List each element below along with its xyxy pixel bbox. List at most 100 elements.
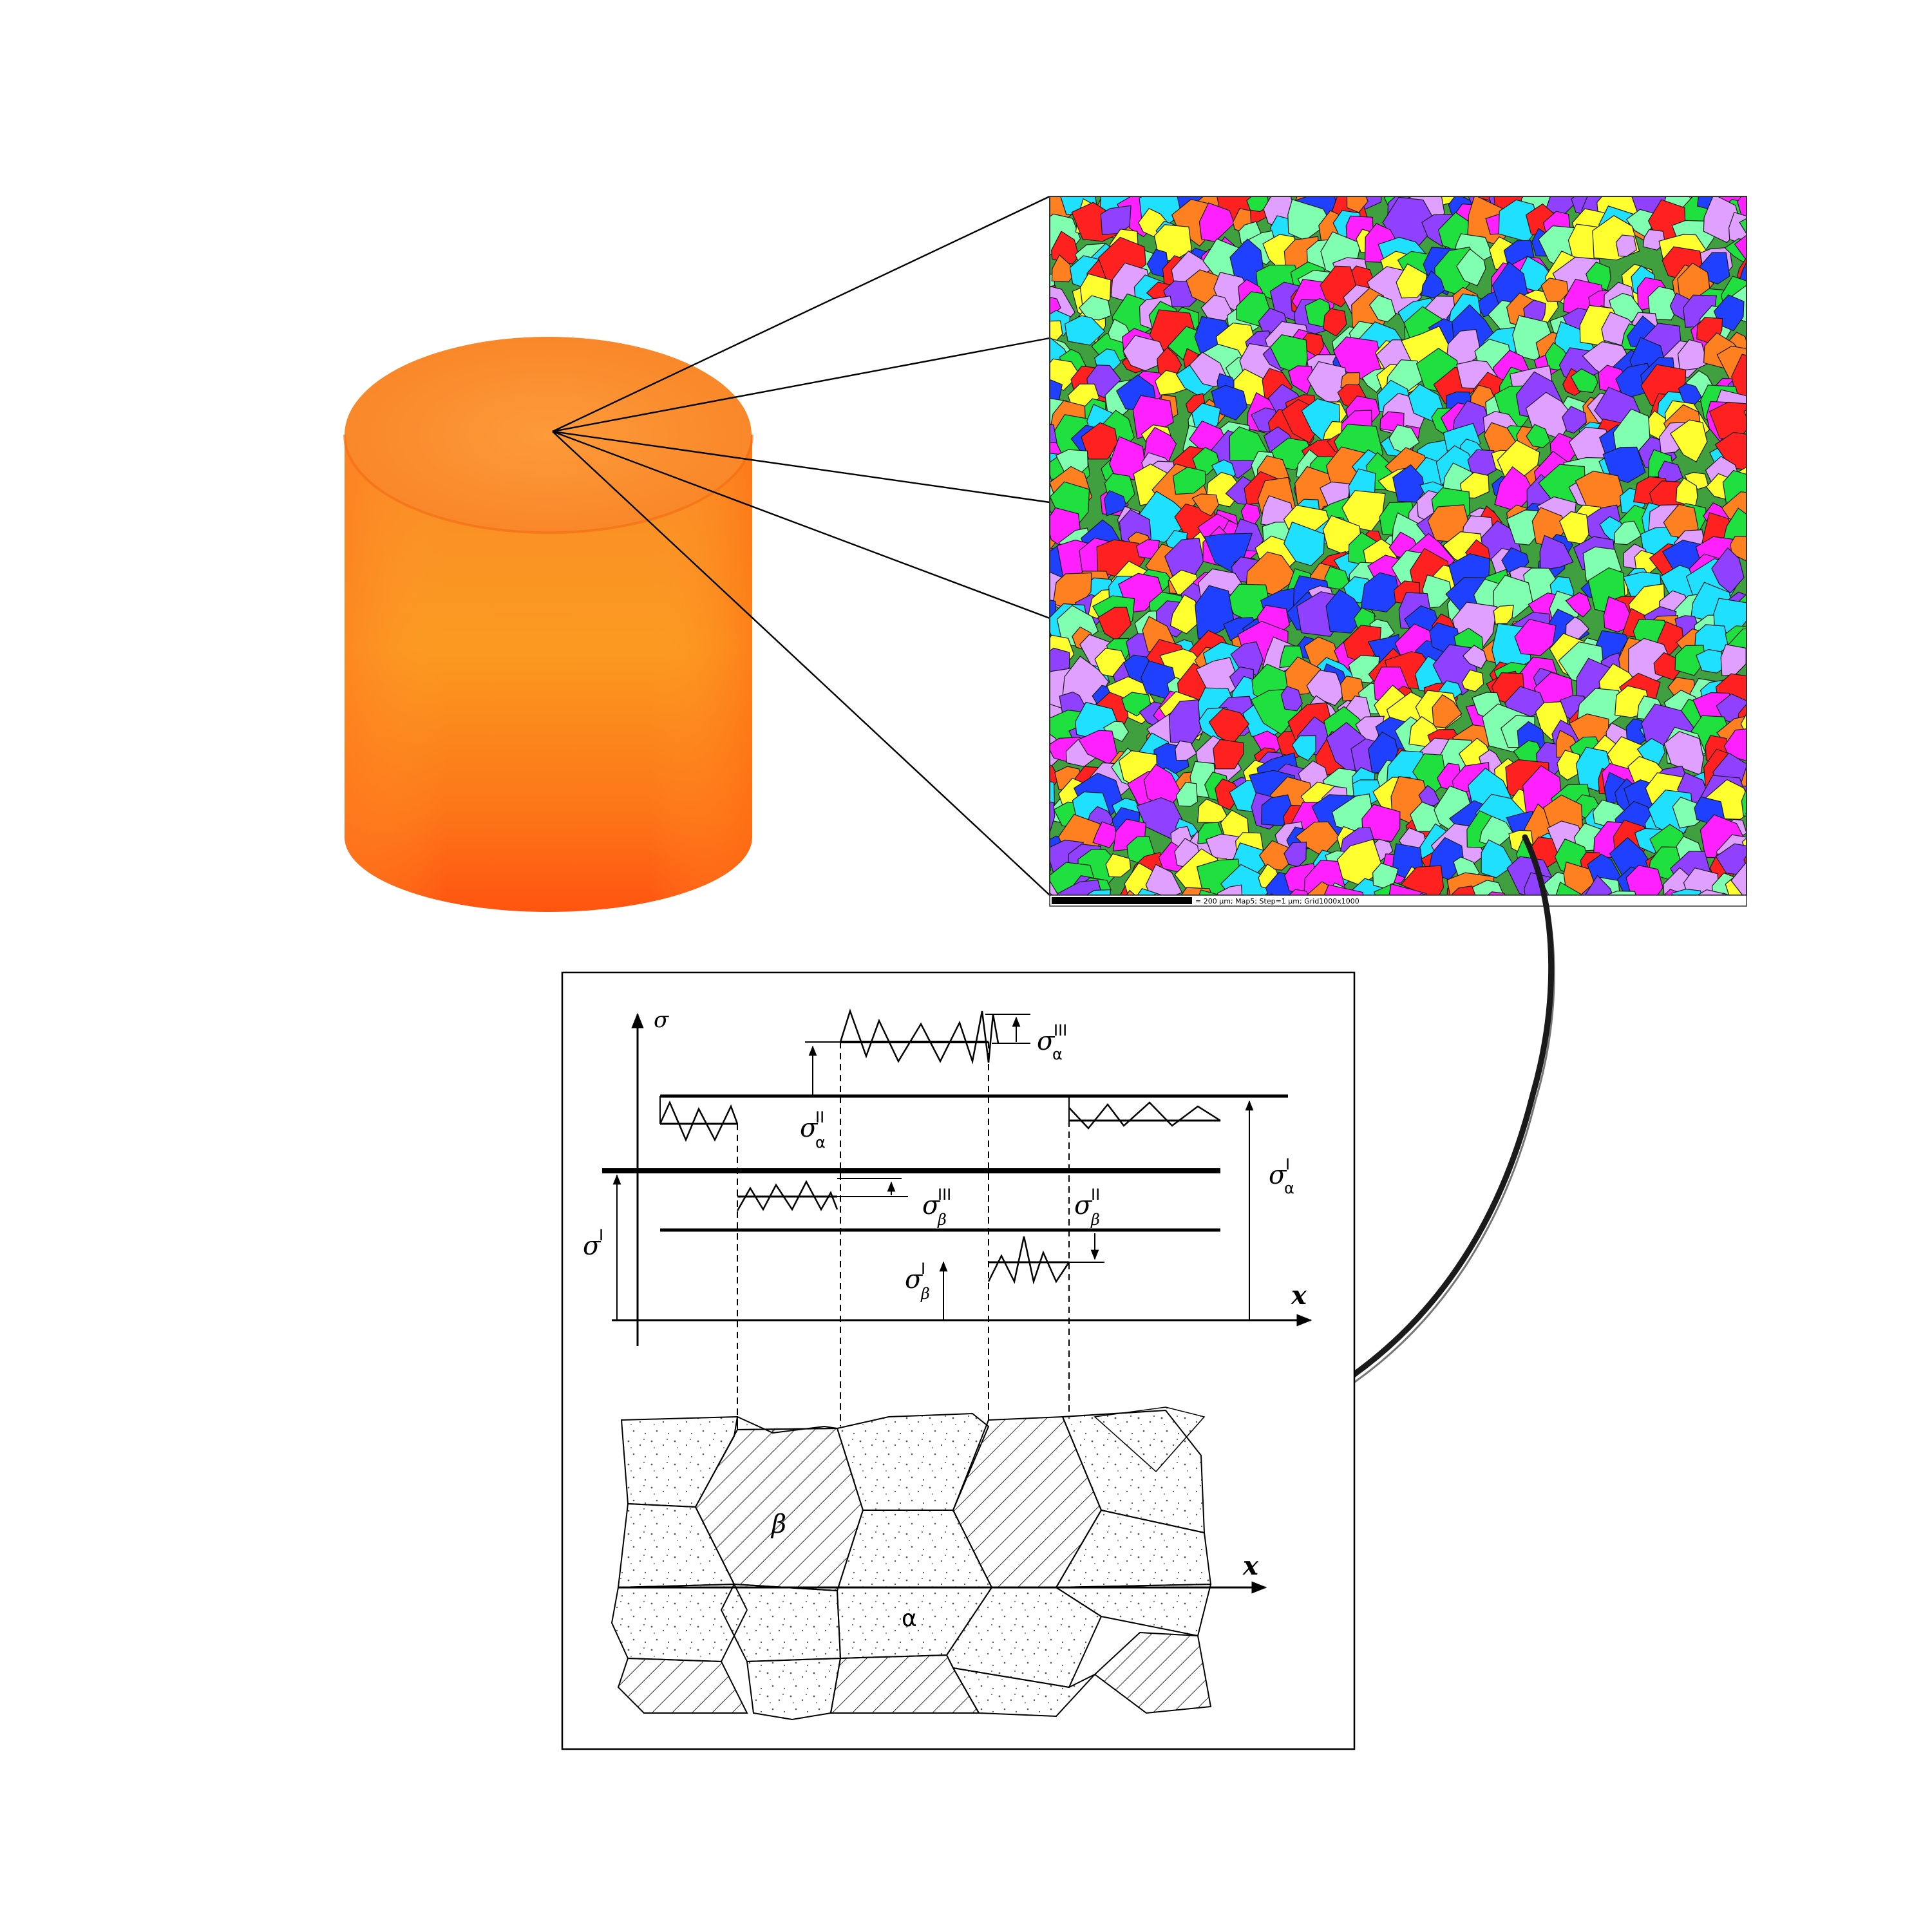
sigma-axis-label: σ bbox=[654, 1007, 669, 1033]
ebsd-grain bbox=[1554, 196, 1564, 198]
ebsd-grain bbox=[1752, 384, 1772, 406]
ebsd-grain bbox=[1145, 864, 1183, 895]
ebsd-grain bbox=[1557, 750, 1581, 781]
ebsd-grain bbox=[1245, 903, 1272, 927]
svg-text:β: β bbox=[920, 1285, 930, 1303]
beta-phase-label: β bbox=[770, 1510, 786, 1539]
ebsd-grain bbox=[1757, 307, 1779, 332]
ebsd-grain bbox=[1191, 493, 1219, 516]
ebsd-grain bbox=[1324, 566, 1350, 590]
ebsd-grain bbox=[1323, 308, 1347, 337]
ebsd-grain bbox=[1754, 645, 1778, 674]
ebsd-grain bbox=[1012, 204, 1046, 241]
ebsd-grain bbox=[1481, 839, 1515, 878]
ebsd-grain bbox=[1372, 161, 1416, 195]
svg-text:β: β bbox=[1090, 1211, 1100, 1229]
svg-text:I: I bbox=[1285, 1155, 1290, 1173]
zigzag-low bbox=[987, 1236, 1070, 1285]
ebsd-grain bbox=[1172, 466, 1206, 495]
stress-diagram bbox=[602, 1009, 1312, 1426]
ebsd-grain bbox=[1078, 295, 1112, 321]
svg-text:σ: σ bbox=[583, 1231, 601, 1261]
ebsd-grain bbox=[1429, 169, 1452, 194]
svg-text:β: β bbox=[937, 1211, 947, 1229]
ebsd-grain bbox=[1368, 294, 1396, 323]
grain-alpha bbox=[737, 1416, 838, 1434]
ebsd-grain bbox=[1493, 605, 1514, 625]
ebsd-grain bbox=[1671, 888, 1703, 895]
grain-alpha bbox=[952, 1667, 1095, 1718]
svg-text:II: II bbox=[1091, 1186, 1100, 1204]
ebsd-grain bbox=[1126, 889, 1136, 895]
ebsd-grain bbox=[1274, 196, 1277, 197]
ebsd-grain bbox=[1582, 167, 1608, 190]
svg-text:α: α bbox=[815, 1133, 826, 1151]
ebsd-grain bbox=[1137, 887, 1164, 895]
ebsd-grain bbox=[1071, 196, 1084, 200]
ebsd-grain bbox=[1432, 694, 1463, 728]
ebsd-grain bbox=[1741, 787, 1747, 817]
ebsd-grain bbox=[1092, 821, 1117, 848]
ebsd-grain bbox=[1246, 196, 1270, 213]
svg-text:σ: σ bbox=[905, 1265, 923, 1294]
ebsd-grain bbox=[1683, 867, 1719, 895]
ebsd-grain bbox=[1085, 889, 1112, 895]
x-axis-label-stress: x bbox=[1291, 1280, 1307, 1311]
ebsd-grain bbox=[1401, 865, 1444, 895]
ebsd-grain bbox=[1593, 155, 1627, 192]
svg-text:α: α bbox=[1284, 1179, 1294, 1197]
svg-text:σ: σ bbox=[1037, 1027, 1056, 1056]
label-sigma-alpha-II: σ II α bbox=[800, 1108, 826, 1151]
ebsd-grain bbox=[1051, 254, 1075, 283]
ebsd-grain bbox=[1192, 446, 1220, 476]
ebsd-grain bbox=[1647, 286, 1681, 321]
ebsd-grain bbox=[1743, 409, 1747, 419]
ebsd-grain bbox=[1756, 358, 1780, 379]
grain-beta bbox=[1094, 1631, 1212, 1714]
ebsd-grain bbox=[1565, 592, 1592, 618]
ebsd-grain bbox=[1698, 152, 1741, 193]
ebsd-grain bbox=[1753, 507, 1782, 535]
ebsd-grain bbox=[1602, 446, 1646, 483]
ebsd-grain bbox=[1631, 166, 1657, 189]
scale-bar bbox=[1052, 897, 1192, 904]
ebsd-grain bbox=[1745, 811, 1747, 817]
ebsd-grain bbox=[1108, 436, 1146, 480]
svg-text:III: III bbox=[938, 1186, 951, 1204]
ebsd-grain bbox=[1563, 861, 1595, 895]
ebsd-grain bbox=[1723, 728, 1747, 762]
ebsd-grain bbox=[1748, 547, 1768, 573]
label-sigma-beta-II: σ II β bbox=[1074, 1186, 1100, 1229]
zigzag-mid bbox=[736, 1180, 838, 1211]
ebsd-grain bbox=[1012, 686, 1045, 723]
svg-text:I: I bbox=[599, 1226, 603, 1244]
svg-text:α: α bbox=[1052, 1045, 1063, 1063]
ebsd-grain bbox=[1050, 296, 1061, 317]
ebsd-grain bbox=[1741, 837, 1747, 854]
grain-alpha bbox=[1094, 1406, 1206, 1473]
ebsd-grain bbox=[1217, 884, 1243, 895]
ebsd-grain bbox=[1487, 891, 1506, 895]
label-sigma-alpha-I: σ I α bbox=[1269, 1155, 1294, 1197]
ebsd-grains bbox=[1012, 152, 1797, 927]
ebsd-grain bbox=[1625, 864, 1663, 895]
ebsd-grain bbox=[1555, 882, 1584, 895]
ebsd-grain bbox=[1540, 278, 1569, 303]
ebsd-grain bbox=[1711, 547, 1745, 594]
grain-beta bbox=[617, 1657, 748, 1714]
ebsd-grain bbox=[1562, 406, 1587, 434]
grain-diagram bbox=[611, 1406, 1267, 1721]
svg-text:σ: σ bbox=[800, 1113, 819, 1143]
ebsd-grain bbox=[1752, 534, 1776, 556]
svg-text:σ: σ bbox=[1269, 1160, 1287, 1190]
zigzag-top-center bbox=[839, 1009, 999, 1065]
ebsd-grain bbox=[1175, 782, 1198, 807]
ebsd-grain bbox=[1022, 160, 1061, 197]
ebsd-grain bbox=[1283, 521, 1325, 567]
stress-labels: σ x σ III α σ II α σ I α σ I σ III β σ I… bbox=[583, 1007, 1307, 1311]
projection-lines bbox=[737, 1042, 1070, 1426]
ebsd-grain bbox=[1750, 878, 1797, 922]
ebsd-grain bbox=[1461, 669, 1484, 692]
ebsd-grain bbox=[1752, 476, 1792, 508]
ebsd-grain bbox=[1514, 618, 1557, 656]
